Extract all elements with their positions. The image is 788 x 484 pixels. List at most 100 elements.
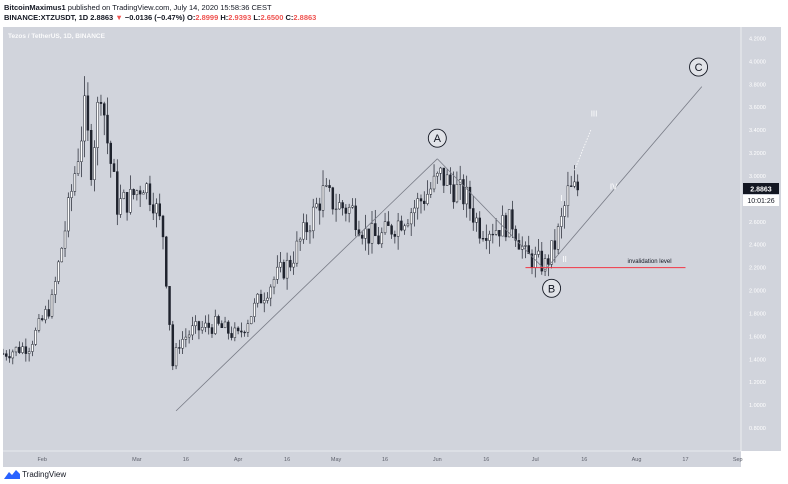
- candle-body: [24, 346, 28, 354]
- candle-body: [452, 184, 455, 203]
- candle-body: [409, 212, 413, 225]
- high-value: 2.9393: [228, 13, 252, 22]
- candle-body: [112, 163, 116, 172]
- candle-body: [351, 205, 354, 208]
- candle-body: [279, 262, 282, 268]
- candle-body: [158, 203, 161, 217]
- candle-body: [99, 102, 103, 104]
- candle-body: [227, 321, 230, 334]
- candle-body: [223, 321, 227, 328]
- candle-body: [27, 351, 31, 354]
- candle-body: [370, 223, 374, 244]
- candle-body: [576, 181, 579, 191]
- candle-body: [498, 230, 501, 237]
- candle-body: [174, 347, 178, 367]
- y-tick-label: 1.8000: [749, 311, 766, 317]
- candle-body: [540, 250, 544, 272]
- y-axis-panel: [741, 27, 781, 451]
- candle-body: [289, 259, 292, 268]
- y-tick-label: 3.4000: [749, 128, 766, 134]
- candle-body: [263, 300, 266, 304]
- candle-body: [511, 209, 514, 230]
- price-chart[interactable]: Tezos / TetherUS, 1D, BINANCE 4.2000 4.000…: [3, 27, 781, 467]
- candle-body: [315, 203, 318, 208]
- candle-body: [246, 323, 250, 333]
- candle-body: [462, 179, 465, 205]
- candle-body: [155, 203, 158, 214]
- candle-body: [83, 95, 86, 142]
- open-value: 2.8999: [195, 13, 219, 22]
- candle-body: [449, 174, 452, 185]
- wave-trendline: [437, 158, 546, 271]
- countdown-label: 10:01:26: [747, 198, 774, 205]
- candle-body: [129, 189, 132, 213]
- candle-body: [465, 186, 468, 205]
- candle-body: [344, 207, 348, 214]
- y-tick-label: 1.2000: [749, 380, 766, 386]
- candle-body: [436, 173, 439, 177]
- candle-body: [230, 333, 233, 338]
- candle-body: [96, 102, 99, 148]
- candle-body: [116, 171, 119, 215]
- candle-body: [5, 353, 8, 357]
- wave-label-a: A: [434, 133, 442, 145]
- candle-body: [249, 316, 253, 324]
- countdown-tag: [743, 195, 779, 207]
- candle-body: [282, 262, 286, 279]
- x-tick-label: 16: [581, 457, 587, 463]
- candle-body: [194, 321, 197, 327]
- candle-body: [31, 344, 34, 352]
- x-tick-label: Aug: [632, 457, 642, 463]
- footer-brand[interactable]: TradingView: [22, 470, 67, 479]
- candle-body: [269, 286, 272, 299]
- candle-body: [321, 185, 325, 211]
- x-tick-label: Mar: [132, 457, 142, 463]
- publish-info: BitcoinMaximus1 published on TradingView…: [4, 3, 272, 12]
- candle-body: [14, 346, 18, 353]
- tradingview-logo-icon: [4, 470, 20, 480]
- candle-body: [396, 220, 400, 237]
- candle-body: [481, 238, 485, 240]
- candle-body: [34, 329, 37, 345]
- wave-label-iii: III: [591, 109, 598, 118]
- projection-dotted-line: [574, 129, 592, 171]
- symbol-name: BINANCE:XTZUSDT, 1D: [4, 13, 89, 22]
- low-value: 2.6500: [260, 13, 284, 22]
- candle-body: [37, 318, 41, 331]
- x-axis-panel: [3, 451, 741, 467]
- wave-label-b: B: [548, 283, 555, 295]
- current-price-label: 2.8863: [750, 187, 772, 194]
- wave-trendline: [175, 158, 438, 412]
- candle-body: [145, 183, 148, 194]
- y-tick-label: 4.2000: [749, 36, 766, 42]
- candle-body: [550, 240, 553, 265]
- candle-body: [165, 236, 168, 287]
- candle-body: [341, 202, 344, 209]
- y-tick-label: 2.0000: [749, 289, 766, 295]
- wave-label-i: I: [560, 194, 562, 203]
- y-tick-label: 3.2000: [749, 151, 766, 157]
- candle-body: [171, 324, 175, 367]
- candle-body: [338, 202, 341, 210]
- y-tick-label: 0.8000: [749, 426, 766, 432]
- candle-body: [253, 302, 256, 317]
- candle-body: [184, 336, 188, 340]
- candle-body: [419, 198, 423, 202]
- candle-body: [63, 230, 67, 249]
- candle-body: [318, 203, 321, 211]
- candle-body: [210, 327, 214, 334]
- candle-body: [125, 192, 129, 213]
- author-name[interactable]: BitcoinMaximus1: [4, 3, 66, 12]
- candle-body: [527, 245, 530, 254]
- candle-body: [302, 222, 305, 240]
- candle-body: [259, 293, 263, 304]
- open-label: O:: [186, 13, 196, 22]
- wave-trendline: [544, 86, 703, 271]
- candle-body: [119, 198, 122, 215]
- candle-body: [76, 161, 80, 174]
- candle-body: [181, 339, 184, 349]
- candle-body: [86, 95, 90, 131]
- x-tick-label: Sep: [733, 457, 743, 463]
- wave-circle-c: [689, 57, 708, 77]
- candle-body: [517, 240, 521, 250]
